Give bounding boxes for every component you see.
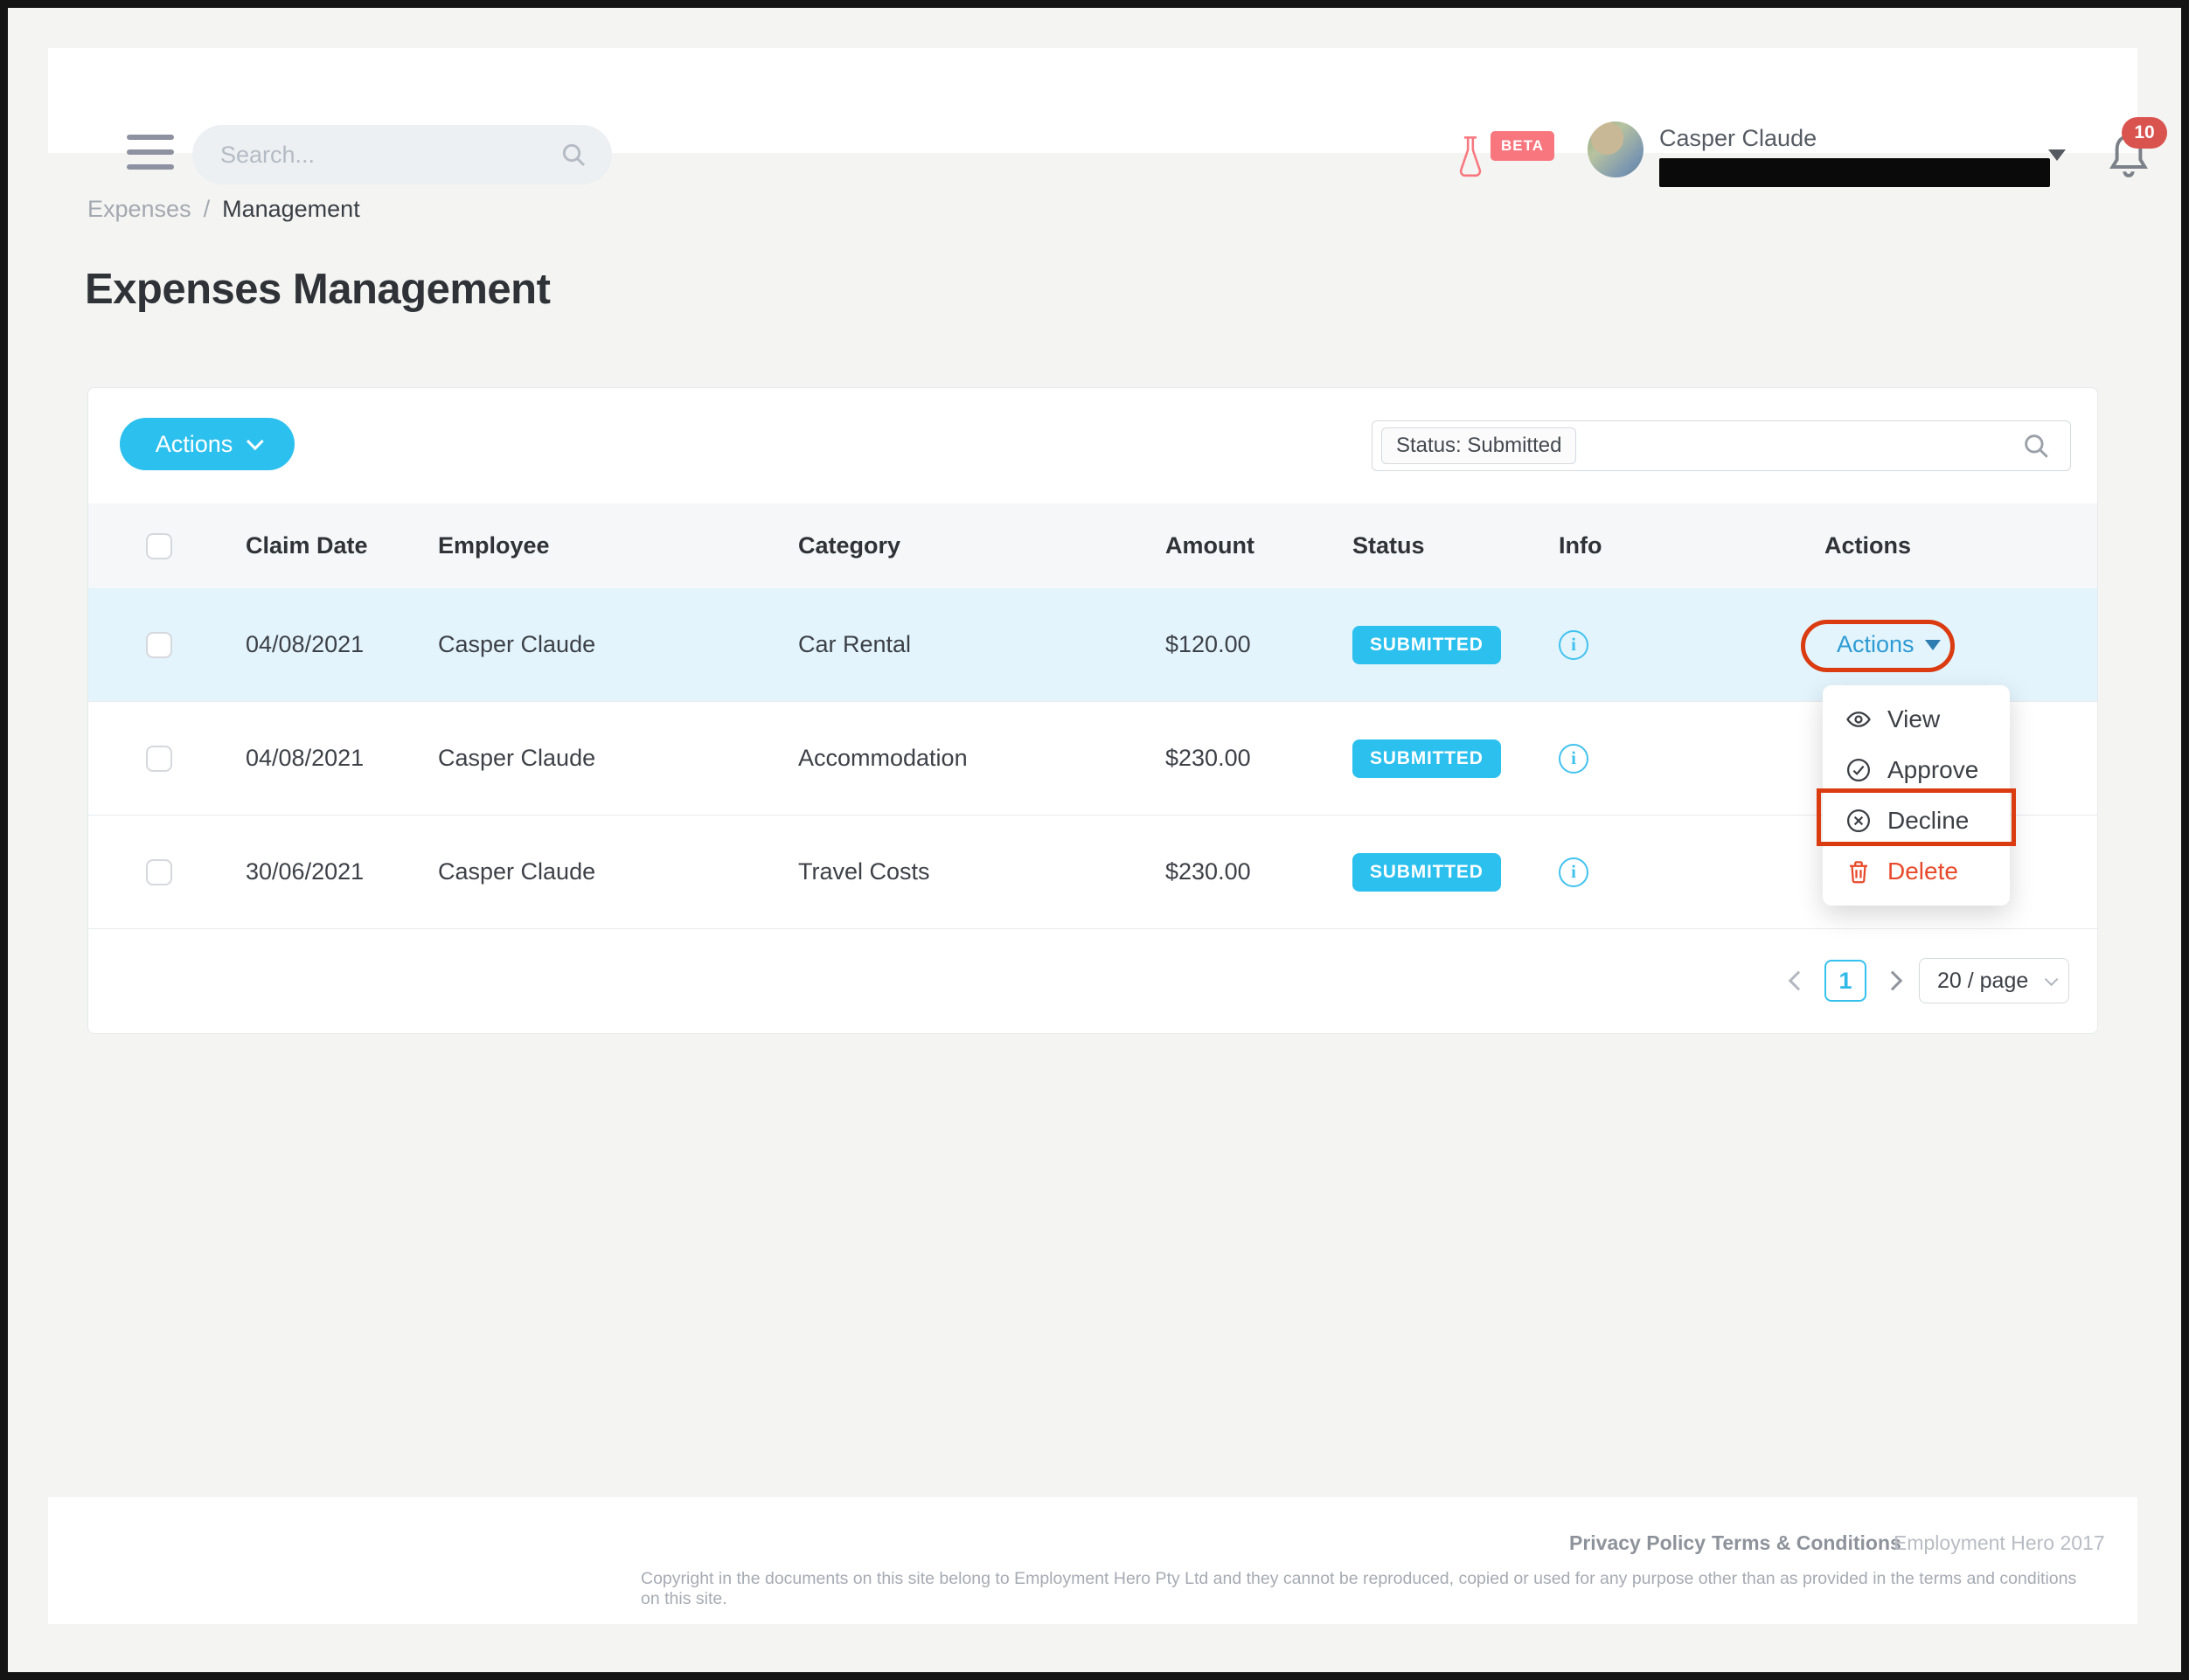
col-info: Info (1559, 532, 1602, 559)
global-search (192, 125, 612, 184)
cell-employee: Casper Claude (438, 745, 596, 771)
col-status: Status (1352, 532, 1425, 559)
page-size-value: 20 / page (1937, 968, 2029, 993)
menu-item-label: Delete (1887, 857, 1958, 885)
cell-employee: Casper Claude (438, 858, 596, 885)
page-title: Expenses Management (85, 266, 551, 313)
row-actions-button[interactable]: Actions (1837, 631, 1941, 658)
page-number-button[interactable]: 1 (1824, 960, 1866, 1002)
cell-claim-date: 30/06/2021 (246, 858, 365, 885)
cell-claim-date: 04/08/2021 (246, 745, 365, 771)
menu-item-label: Decline (1887, 807, 1970, 834)
search-icon (2025, 434, 2048, 458)
breadcrumb-expenses[interactable]: Expenses (87, 196, 191, 222)
cell-category: Accommodation (798, 745, 968, 771)
cell-claim-date: 04/08/2021 (246, 631, 365, 657)
table-row: 30/06/2021 Casper Claude Travel Costs $2… (88, 816, 2097, 929)
cell-amount: $230.00 (1165, 745, 1251, 771)
menu-item-delete[interactable]: Delete (1823, 846, 2010, 897)
cell-amount: $120.00 (1165, 631, 1251, 657)
trash-icon (1850, 861, 1867, 884)
terms-conditions-link[interactable]: Terms & Conditions (1712, 1531, 1901, 1554)
search-icon (562, 143, 586, 167)
caret-down-icon (1924, 639, 1941, 650)
cell-category: Travel Costs (798, 858, 930, 885)
menu-item-label: Approve (1887, 756, 1979, 783)
privacy-policy-link[interactable]: Privacy Policy (1569, 1531, 1706, 1554)
info-icon[interactable]: i (1559, 743, 1588, 774)
status-badge: SUBMITTED (1352, 625, 1501, 664)
menu-item-label: View (1887, 705, 1941, 732)
breadcrumb-separator: / (203, 196, 211, 222)
page-size-select[interactable]: 20 / page (1919, 958, 2069, 1003)
pagination: 1 20 / page (1788, 950, 2069, 1011)
bulk-actions-label: Actions (155, 430, 233, 457)
row-checkbox[interactable] (146, 858, 172, 885)
row-actions-menu: View Approve Decline Delete (1823, 685, 2010, 906)
info-icon[interactable]: i (1559, 857, 1588, 887)
x-circle-icon (1847, 809, 1870, 832)
user-name: Casper Claude (1659, 125, 1817, 151)
eye-icon (1846, 712, 1871, 727)
beta-indicator: BETA (1456, 131, 1555, 180)
chevron-left-icon[interactable] (1788, 970, 1809, 991)
footer-company-meta: Employment Hero 2017 (1894, 1531, 2105, 1554)
row-checkbox[interactable] (146, 745, 172, 772)
breadcrumb-management: Management (222, 196, 360, 222)
cell-amount: $230.00 (1165, 858, 1251, 885)
expenses-card: Actions Status: Submitted Claim Date Emp… (87, 387, 2098, 1034)
table-row: 04/08/2021 Casper Claude Car Rental $120… (88, 588, 2097, 702)
col-actions: Actions (1824, 532, 1912, 559)
check-circle-icon (1847, 759, 1870, 781)
breadcrumb: Expenses / Management (87, 196, 360, 223)
col-amount: Amount (1165, 532, 1254, 559)
select-all-checkbox[interactable] (146, 532, 172, 559)
notification-count-badge[interactable]: 10 (2122, 117, 2167, 149)
menu-item-view[interactable]: View (1823, 694, 2010, 745)
top-header: BETA Casper Claude 10 (48, 48, 2167, 187)
menu-item-approve[interactable]: Approve (1823, 745, 2010, 795)
chevron-down-icon (2044, 972, 2059, 986)
flask-icon (1459, 136, 1482, 177)
user-avatar[interactable] (1588, 121, 1643, 177)
row-checkbox[interactable] (146, 631, 172, 658)
status-filter-tag[interactable]: Status: Submitted (1381, 427, 1577, 464)
col-employee: Employee (438, 532, 550, 559)
cell-employee: Casper Claude (438, 631, 596, 657)
row-actions-label: Actions (1837, 631, 1915, 657)
table-row: 04/08/2021 Casper Claude Accommodation $… (88, 702, 2097, 816)
cell-category: Car Rental (798, 631, 912, 657)
user-email-redacted (1659, 158, 2050, 187)
user-menu-chevron-down-icon[interactable] (2048, 149, 2066, 161)
footer-copyright: Copyright in the documents on this site … (641, 1569, 2077, 1608)
filter-search-input[interactable]: Status: Submitted (1372, 420, 2071, 471)
beta-badge: BETA (1491, 131, 1555, 161)
status-badge: SUBMITTED (1352, 739, 1501, 778)
chevron-down-icon (247, 433, 264, 451)
search-input[interactable] (192, 141, 559, 169)
footer (48, 1497, 2137, 1624)
hamburger-menu-icon[interactable] (127, 135, 174, 170)
table-header-row: Claim Date Employee Category Amount Stat… (88, 503, 2097, 588)
chevron-right-icon[interactable] (1882, 970, 1903, 991)
menu-item-decline[interactable]: Decline (1823, 795, 2010, 846)
col-category: Category (798, 532, 901, 559)
col-claim-date: Claim Date (246, 532, 368, 559)
status-badge: SUBMITTED (1352, 852, 1501, 892)
bulk-actions-button[interactable]: Actions (120, 418, 295, 470)
info-icon[interactable]: i (1559, 629, 1588, 660)
